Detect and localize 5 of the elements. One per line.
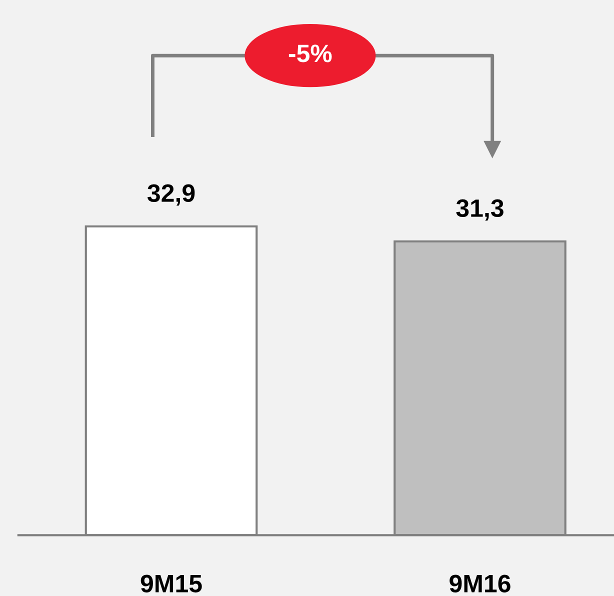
x-tick-label: 9M16 [450,574,510,592]
data-label: 31,3 [456,199,504,221]
data-label: 32,9 [148,184,195,206]
text: -5% [288,44,332,62]
x-tick-label: 9M15 [140,574,202,592]
